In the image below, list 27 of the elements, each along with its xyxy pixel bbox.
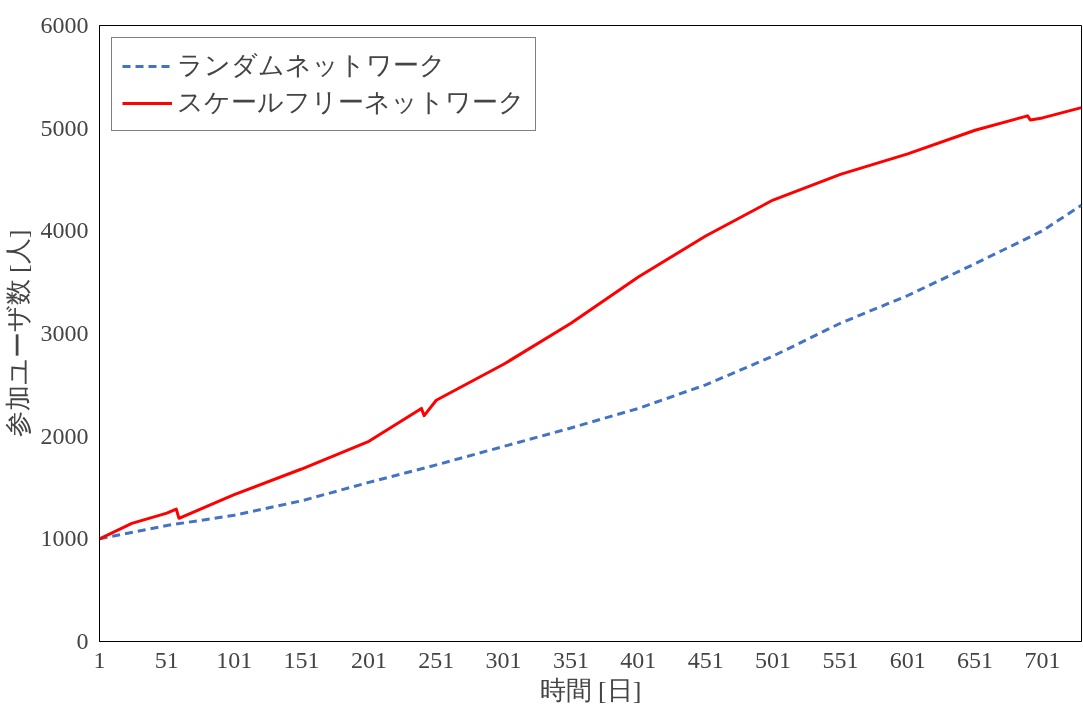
y-axis-title: 参加ユーザ数 [人] — [3, 229, 33, 438]
x-tick-label: 451 — [687, 646, 724, 673]
x-tick-label: 1 — [93, 646, 106, 673]
x-tick-label: 51 — [154, 646, 179, 673]
y-tick-label: 5000 — [40, 114, 89, 141]
y-tick-label: 1000 — [40, 525, 89, 552]
x-tick-label: 651 — [957, 646, 994, 673]
x-axis-title: 時間 [日] — [539, 675, 642, 705]
x-tick-label: 701 — [1024, 646, 1061, 673]
legend-label: ランダムネットワーク — [177, 50, 446, 82]
legend-label: スケールフリーネットワーク — [177, 87, 525, 119]
x-tick-label: 401 — [620, 646, 657, 673]
y-tick-label: 2000 — [40, 422, 89, 449]
y-tick-label: 3000 — [40, 320, 89, 346]
line-series — [99, 203, 1082, 541]
y-tick-label: 0 — [76, 628, 89, 654]
x-tick-label: 201 — [350, 646, 387, 673]
x-tick-label: 351 — [552, 646, 589, 673]
x-tick-label: 501 — [755, 646, 792, 673]
x-tick-label: 151 — [283, 646, 320, 673]
x-tick-label: 601 — [889, 646, 926, 673]
x-tick-label: 551 — [822, 646, 859, 673]
y-tick-label: 6000 — [40, 12, 89, 38]
x-tick-label: 301 — [485, 646, 522, 673]
y-tick-label: 4000 — [40, 217, 89, 244]
x-tick-label: 101 — [216, 646, 253, 673]
x-tick-label: 251 — [418, 646, 455, 673]
